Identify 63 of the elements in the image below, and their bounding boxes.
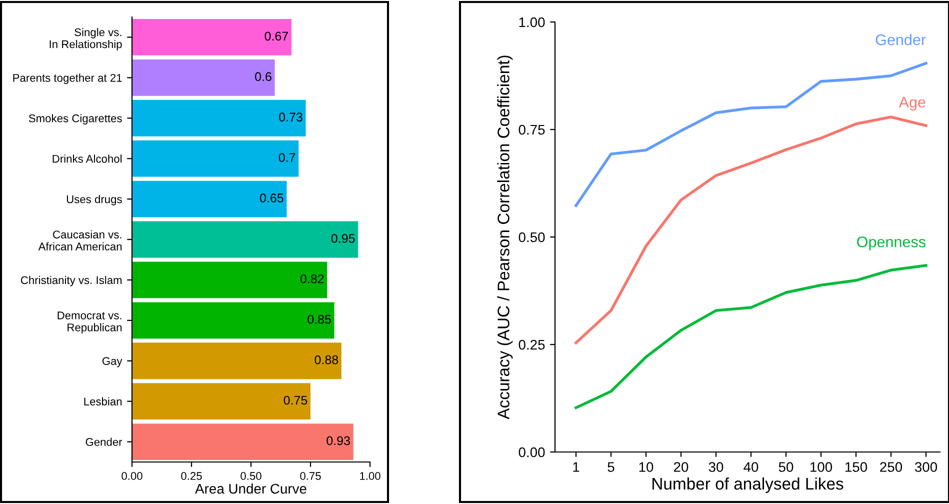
x-tick-label: 50 (778, 462, 794, 472)
bar (132, 262, 328, 298)
data-label: 0.93 (326, 436, 350, 446)
x-axis-title: Number of analysed Likes (652, 477, 844, 493)
data-label: 0.73 (279, 112, 302, 122)
line-series (574, 62, 928, 207)
y-tick-label: Single vs. In Relationship (50, 28, 122, 50)
x-tick-label: 1.00 (360, 472, 380, 480)
bar (132, 342, 342, 380)
bar (132, 100, 306, 136)
x-tick-label: 0.25 (181, 472, 202, 480)
data-label: 0.6 (255, 72, 272, 82)
data-label: 0.88 (314, 355, 338, 364)
x-tick-label: 0.50 (240, 472, 262, 480)
bar (132, 59, 275, 96)
y-tick-label: Democrat vs. Republican (58, 312, 122, 334)
y-tick-label: 0.50 (518, 232, 545, 242)
x-tick-label: 0.00 (122, 472, 142, 480)
y-tick-label: 0.00 (518, 447, 545, 458)
series-label: Gender (876, 34, 926, 46)
data-label: 0.75 (284, 396, 308, 405)
x-tick-label: 250 (880, 462, 902, 472)
x-tick-label: 20 (674, 462, 688, 472)
data-label: 0.65 (260, 194, 284, 202)
line-series (574, 264, 928, 410)
line-series (574, 116, 928, 344)
bar (132, 302, 334, 339)
y-tick-label: 0.75 (518, 124, 545, 135)
bar (132, 19, 292, 56)
y-tick-label: Parents together at 21 (13, 74, 122, 84)
y-tick-label: Gender (86, 438, 122, 446)
data-label: 0.7 (278, 153, 296, 162)
series-label: Openness (857, 236, 926, 250)
y-tick-label: Lesbian (84, 397, 122, 406)
y-tick-label: 1.00 (519, 17, 545, 28)
x-tick-label: 150 (845, 462, 868, 472)
x-tick-label: 300 (914, 462, 938, 472)
bar (132, 221, 358, 258)
y-tick-label: Drinks Alcohol (52, 154, 122, 163)
data-label: 0.67 (264, 32, 288, 41)
x-tick-label: 100 (810, 462, 832, 472)
data-label: 0.82 (300, 274, 324, 284)
x-tick-label: 10 (639, 462, 654, 472)
bar (132, 180, 287, 218)
y-axis-title: Accuracy (AUC / Pearson Correlation Coefficient) (497, 56, 513, 420)
bar (132, 424, 354, 460)
x-tick-label: 1 (573, 462, 580, 472)
y-tick-label: Caucasian vs. African American (38, 230, 122, 250)
x-tick-label: 40 (744, 462, 758, 472)
y-tick-label: Gay (102, 357, 122, 368)
x-tick-label: 30 (708, 462, 724, 472)
data-label: 0.85 (308, 314, 331, 324)
y-tick-label: Smokes Cigarettes (28, 114, 122, 124)
y-tick-label: Christianity vs. Islam (20, 276, 122, 286)
x-tick-label: 0.75 (300, 472, 321, 480)
series-label: Age (898, 96, 926, 111)
bar (132, 140, 299, 177)
y-tick-label: 0.25 (518, 340, 545, 350)
x-tick-label: 5 (608, 462, 614, 472)
x-axis-title: Area Under Curve (195, 483, 306, 494)
bar (132, 383, 310, 420)
data-label: 0.95 (331, 234, 355, 243)
y-tick-label: Uses drugs (66, 195, 122, 206)
